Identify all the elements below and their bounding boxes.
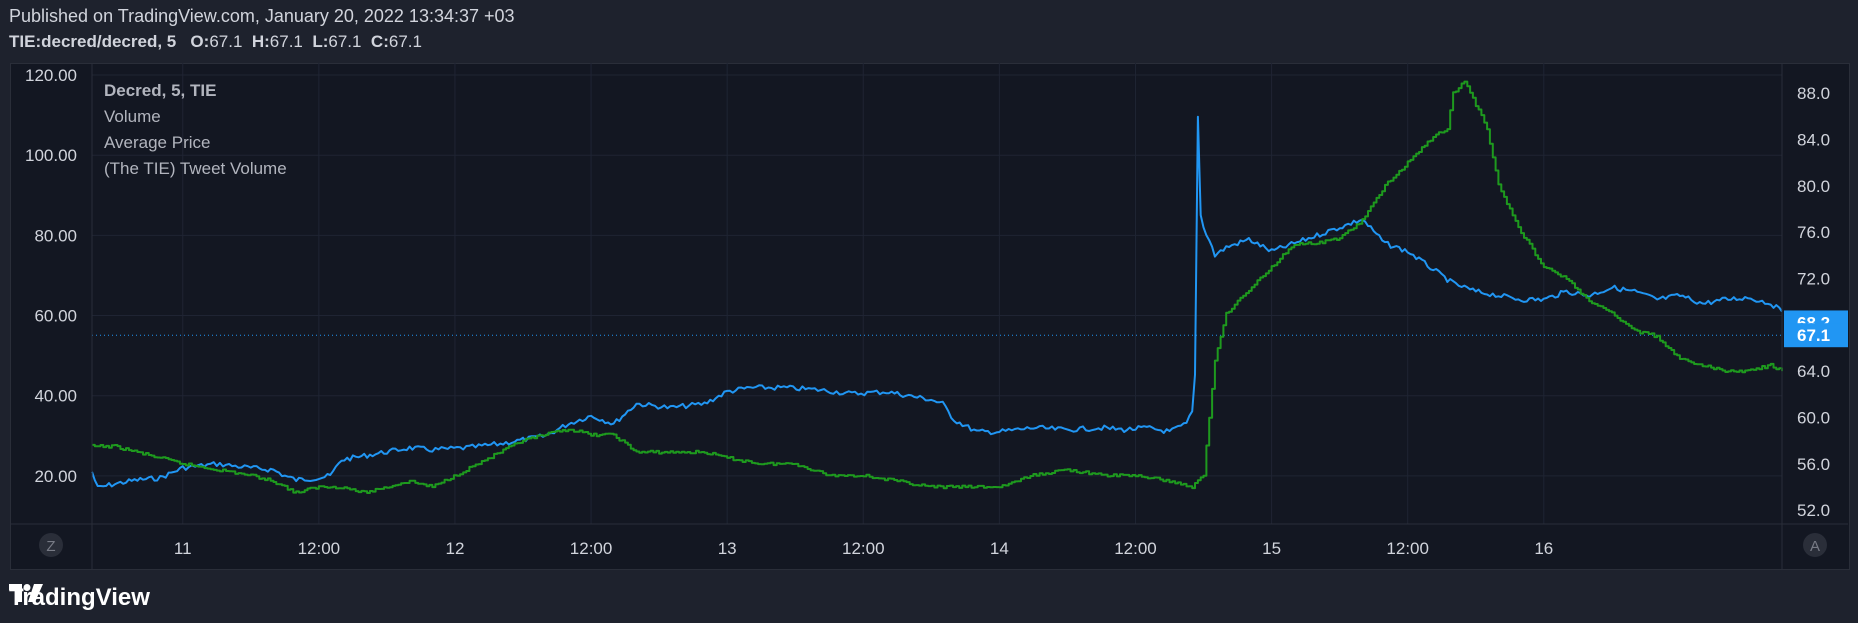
right-axis-tick-label: 56.0: [1797, 455, 1830, 474]
right-axis-ticks: 88.0 84.0 80.0 76.0 72.0 64.0 60.0 56.0 52.0: [1797, 84, 1830, 520]
right-axis-tick-label: 52.0: [1797, 501, 1830, 520]
time-axis-tick-label: 11: [174, 539, 192, 558]
published-info: Published on TradingView.com, January 20…: [9, 6, 515, 26]
auto-scale-button[interactable]: A: [1803, 533, 1827, 557]
legend-item: Decred, 5, TIE: [104, 81, 216, 100]
time-axis-ticks: 11 12:00 12 12:00 13 12:00 14 12:00 15 12:00 16: [174, 539, 1553, 558]
time-axis-tick-label: 12: [445, 539, 464, 558]
average-price-series-line: [92, 80, 1783, 494]
legend-item: Average Price: [104, 133, 210, 152]
time-axis-tick-label: 12:00: [570, 539, 613, 558]
volume-series-line: [91, 115, 1783, 488]
chart-legend: Decred, 5, TIE Volume Average Price (The TI…: [104, 81, 287, 178]
time-axis-tick-label: 12:00: [1386, 539, 1429, 558]
ohlc-values: O:67.1 H:67.1 L:67.1 C:67.1: [181, 32, 422, 51]
price-tag: 67.1: [1784, 323, 1848, 348]
time-axis-tick-label: 12:00: [1114, 539, 1157, 558]
reset-zoom-button[interactable]: Z: [39, 533, 63, 557]
a-label: A: [1810, 538, 1820, 555]
ohlc-label: H:: [242, 32, 270, 51]
time-axis-tick-label: 13: [718, 539, 737, 558]
ohlc-label: C:: [361, 32, 389, 51]
right-axis-tick-label: 76.0: [1797, 223, 1830, 242]
time-axis-tick-label: 16: [1534, 539, 1553, 558]
z-label: Z: [46, 538, 55, 555]
ohlc-value: 67.1: [328, 32, 362, 51]
right-axis-tick-label: 84.0: [1797, 130, 1830, 149]
ohlc-label: O:: [180, 32, 210, 51]
left-axis-tick-label: 120.00: [25, 66, 77, 85]
left-axis-tick-label: 80.00: [34, 226, 77, 245]
right-axis-tick-label: 80.0: [1797, 177, 1830, 196]
tradingview-logo[interactable]: TradingView: [9, 584, 150, 612]
right-axis-tick-label: 72.0: [1797, 269, 1830, 288]
left-axis-tick-label: 100.00: [25, 146, 77, 165]
legend-item: (The TIE) Tweet Volume: [104, 159, 287, 178]
left-axis-tick-label: 40.00: [34, 387, 77, 406]
legend-item: Volume: [104, 107, 161, 126]
tradingview-logo-icon: [9, 584, 43, 602]
ohlc-value: 67.1: [388, 32, 422, 51]
right-axis-tick-label: 60.0: [1797, 408, 1830, 427]
right-axis-tick-label: 64.0: [1797, 362, 1830, 381]
right-axis-tick-label: 88.0: [1797, 84, 1830, 103]
time-axis-tick-label: 15: [1262, 539, 1281, 558]
symbol-ohlc-line: TIE:decred/decred, 5 O:67.1 H:67.1 L:67.…: [9, 32, 422, 52]
ohlc-value: 67.1: [269, 32, 303, 51]
chart-grid: [92, 63, 1782, 524]
symbol-name: TIE:decred/decred, 5: [9, 32, 177, 51]
ohlc-label: L:: [302, 32, 329, 51]
chart-series: [91, 80, 1783, 494]
time-axis-tick-label: 12:00: [298, 539, 341, 558]
left-axis-ticks: 120.00 100.00 80.00 60.00 40.00 20.00: [25, 66, 77, 486]
left-axis-tick-label: 60.00: [34, 307, 77, 326]
time-axis-tick-label: 12:00: [842, 539, 885, 558]
left-axis-tick-label: 20.00: [34, 467, 77, 486]
time-axis-tick-label: 14: [990, 539, 1009, 558]
price-tag-label: 67.1: [1797, 326, 1830, 345]
ohlc-value: 67.1: [209, 32, 243, 51]
price-tags: 68.267.1: [1784, 310, 1848, 348]
